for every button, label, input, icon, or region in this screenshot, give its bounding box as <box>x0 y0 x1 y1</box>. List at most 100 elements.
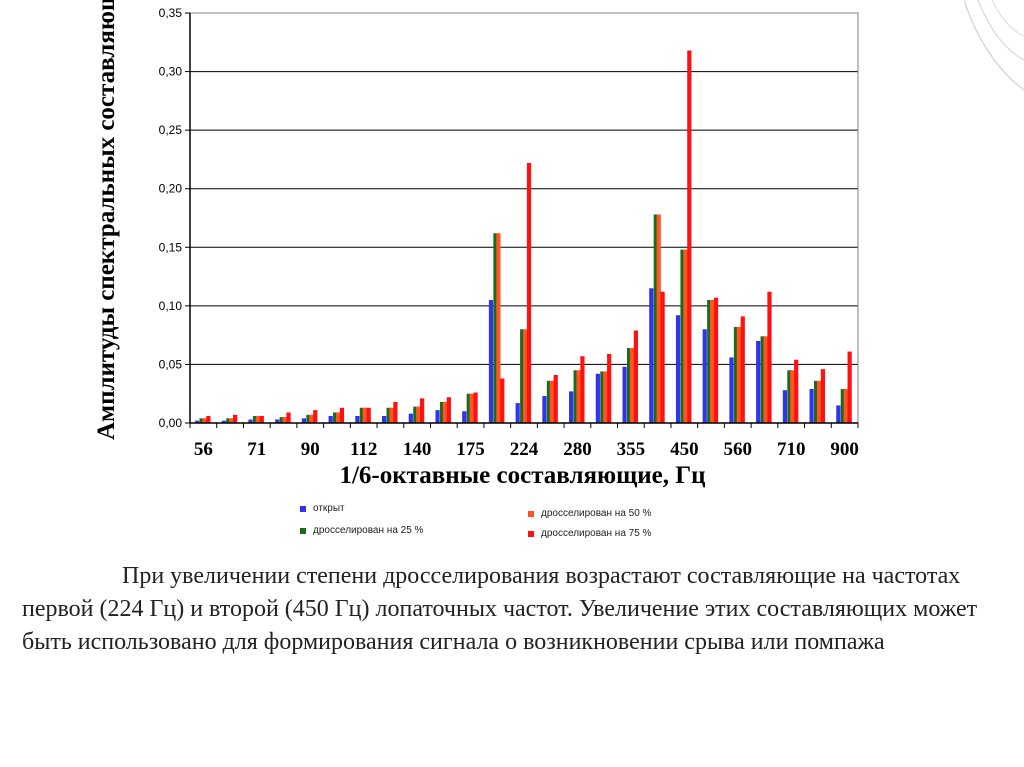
bar <box>756 341 761 423</box>
bar <box>649 288 654 423</box>
bars <box>194 50 852 423</box>
bar <box>248 419 253 423</box>
bar <box>633 330 638 423</box>
legend-swatch-25 <box>300 527 306 534</box>
bar <box>553 374 558 423</box>
bar <box>713 297 719 423</box>
bar <box>683 249 688 423</box>
x-tick-label: 355 <box>617 439 646 460</box>
bar <box>820 369 826 423</box>
bar <box>420 398 425 423</box>
legend-swatch-50 <box>528 510 534 517</box>
bar <box>359 407 364 423</box>
x-tick-label: 90 <box>301 439 320 460</box>
bar <box>500 378 505 423</box>
bar <box>286 412 291 423</box>
grid-lines <box>190 71 858 365</box>
x-tick-label: 71 <box>247 439 266 460</box>
bar <box>653 214 658 423</box>
bar <box>542 396 547 423</box>
bar <box>439 401 445 423</box>
bar <box>573 370 578 423</box>
bar <box>462 411 467 423</box>
x-tick-label: 140 <box>403 439 432 460</box>
bar-chart: 0,00 0,05 0,10 0,15 0,20 0,25 0,30 0,35 56 71 90 1… <box>159 6 859 460</box>
bar <box>328 415 333 423</box>
bar <box>782 390 787 423</box>
bar <box>255 415 260 423</box>
x-tick-labels: 56 71 90 112 140 175 224 280 355 450 560 710 900 <box>194 439 859 460</box>
y-tick-label: 0,25 <box>159 123 183 137</box>
bar <box>607 353 612 423</box>
x-tick-label: 710 <box>777 439 806 460</box>
bar <box>603 371 608 423</box>
caption: При увеличении степени дросселирования в… <box>22 560 1007 659</box>
bar <box>656 214 661 423</box>
bar <box>687 50 692 423</box>
bar <box>488 300 494 423</box>
corner-decoration <box>964 0 1024 91</box>
bar <box>206 415 211 423</box>
caption-text: При увеличении степени дросселирования в… <box>22 563 978 655</box>
legend-swatch-75 <box>528 530 534 537</box>
bar <box>446 397 451 423</box>
bar <box>840 389 845 423</box>
bar <box>733 326 739 423</box>
bar <box>496 233 501 423</box>
bar <box>729 357 734 423</box>
bar <box>194 420 200 423</box>
bar <box>787 370 792 423</box>
bar <box>843 389 848 423</box>
bar <box>520 329 525 423</box>
bar <box>767 291 772 423</box>
bar <box>202 418 207 423</box>
bar <box>226 418 231 423</box>
bar <box>629 348 635 423</box>
bar <box>466 393 471 423</box>
bar <box>221 420 226 423</box>
y-tick-label: 0,30 <box>159 65 183 79</box>
bar <box>736 326 741 423</box>
y-tick-label: 0,10 <box>159 299 183 313</box>
bar <box>435 410 440 423</box>
bar <box>335 412 341 423</box>
x-tick-label: 280 <box>563 439 592 460</box>
bar <box>366 407 371 423</box>
bar <box>680 249 685 423</box>
bar <box>702 329 707 423</box>
bar <box>600 371 605 423</box>
bar <box>232 414 238 423</box>
y-tick-label: 0,00 <box>159 416 183 430</box>
bar <box>814 380 819 423</box>
y-tick-labels: 0,00 0,05 0,10 0,15 0,20 0,25 0,30 0,35 <box>159 6 183 430</box>
bar <box>526 162 532 423</box>
legend-item-75: дросселирован на 75 % <box>528 528 651 544</box>
bar <box>252 415 258 423</box>
bar <box>794 359 799 423</box>
bar <box>362 407 367 423</box>
bar <box>339 407 345 423</box>
legend-label: дросселирован на 25 % <box>313 525 424 536</box>
legend-item-open: открыт <box>300 503 345 519</box>
bar <box>416 406 421 423</box>
x-tick-label: 112 <box>350 439 377 460</box>
y-tick-label: 0,05 <box>159 357 183 371</box>
bar <box>309 414 314 423</box>
legend-label: дросселирован на 50 % <box>541 508 652 519</box>
bar <box>199 418 204 423</box>
bar <box>355 415 360 423</box>
x-tick-label: 900 <box>830 439 859 460</box>
bar <box>275 419 280 423</box>
bar <box>259 415 264 423</box>
bar <box>576 370 581 423</box>
legend-swatch-open <box>300 505 306 512</box>
bar <box>816 380 822 423</box>
bar <box>523 329 528 423</box>
bar <box>740 316 745 423</box>
bar <box>763 336 768 423</box>
x-tick-label: 175 <box>456 439 485 460</box>
bar <box>282 417 287 423</box>
bar <box>546 380 552 423</box>
legend-label: дросселирован на 75 % <box>541 528 652 539</box>
bar <box>660 291 665 423</box>
